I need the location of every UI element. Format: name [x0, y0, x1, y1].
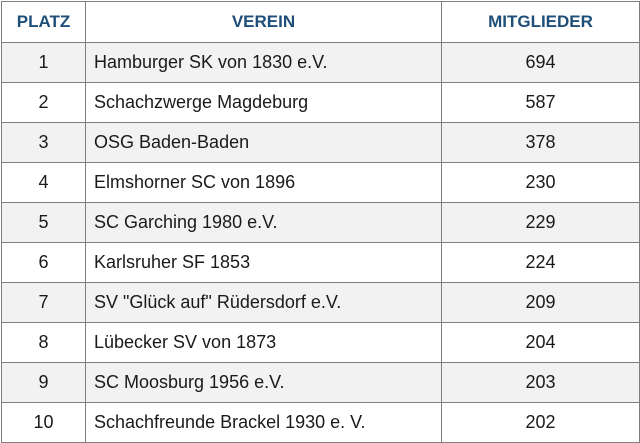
table-row: 2 Schachzwerge Magdeburg 587: [1, 82, 640, 123]
header-row: PLATZ VEREIN MITGLIEDER: [1, 1, 640, 43]
table-row: 1 Hamburger SK von 1830 e.V. 694: [1, 42, 640, 83]
rank-cell: 4: [1, 162, 86, 203]
column-header: MITGLIEDER: [441, 1, 640, 43]
members-cell: 202: [441, 402, 640, 443]
table-row: 5 SC Garching 1980 e.V. 229: [1, 202, 640, 243]
club-cell: SC Garching 1980 e.V.: [85, 202, 442, 243]
table-row: 8 Lübecker SV von 1873 204: [1, 322, 640, 363]
table-row: 10 Schachfreunde Brackel 1930 e. V. 202: [1, 402, 640, 443]
column-header: PLATZ: [1, 1, 86, 43]
members-cell: 694: [441, 42, 640, 83]
club-cell: Lübecker SV von 1873: [85, 322, 442, 363]
table-row: 9 SC Moosburg 1956 e.V. 203: [1, 362, 640, 403]
members-cell: 378: [441, 122, 640, 163]
members-cell: 587: [441, 82, 640, 123]
members-cell: 209: [441, 282, 640, 323]
table-header: PLATZ VEREIN MITGLIEDER: [1, 1, 640, 43]
table-row: 4 Elmshorner SC von 1896 230: [1, 162, 640, 203]
rank-cell: 7: [1, 282, 86, 323]
club-cell: SV "Glück auf" Rüdersdorf e.V.: [85, 282, 442, 323]
rank-cell: 2: [1, 82, 86, 123]
table-body: 1 Hamburger SK von 1830 e.V. 694 2 Schachzwe…: [1, 42, 640, 443]
rank-cell: 5: [1, 202, 86, 243]
club-cell: Hamburger SK von 1830 e.V.: [85, 42, 442, 83]
members-cell: 224: [441, 242, 640, 283]
members-cell: 204: [441, 322, 640, 363]
members-cell: 229: [441, 202, 640, 243]
rank-cell: 8: [1, 322, 86, 363]
club-cell: Elmshorner SC von 1896: [85, 162, 442, 203]
club-cell: Schachfreunde Brackel 1930 e. V.: [85, 402, 442, 443]
table-row: 7 SV "Glück auf" Rüdersdorf e.V. 209: [1, 282, 640, 323]
rank-cell: 10: [1, 402, 86, 443]
club-cell: Schachzwerge Magdeburg: [85, 82, 442, 123]
club-cell: SC Moosburg 1956 e.V.: [85, 362, 442, 403]
members-cell: 203: [441, 362, 640, 403]
rank-cell: 1: [1, 42, 86, 83]
club-cell: Karlsruher SF 1853: [85, 242, 442, 283]
table-row: 6 Karlsruher SF 1853 224: [1, 242, 640, 283]
column-header: VEREIN: [85, 1, 442, 43]
club-cell: OSG Baden-Baden: [85, 122, 442, 163]
rank-cell: 9: [1, 362, 86, 403]
rank-cell: 3: [1, 122, 86, 163]
table-row: 3 OSG Baden-Baden 378: [1, 122, 640, 163]
rank-cell: 6: [1, 242, 86, 283]
members-cell: 230: [441, 162, 640, 203]
